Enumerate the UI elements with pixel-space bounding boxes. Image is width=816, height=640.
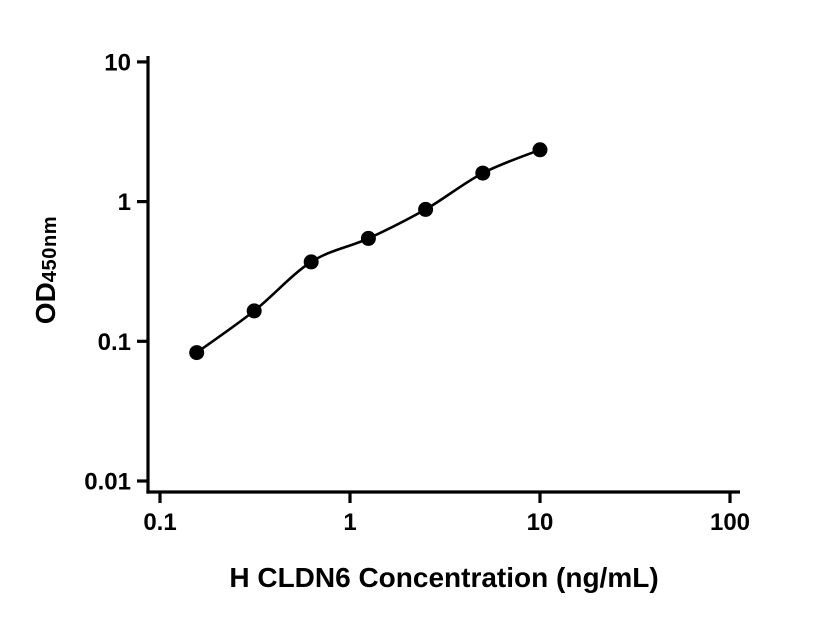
data-point (189, 345, 205, 361)
y-axis-title-subscript: 450nm (39, 215, 61, 283)
x-tick-label: 100 (710, 509, 750, 536)
x-tick-label: 0.1 (143, 509, 176, 536)
y-axis-title-main: OD (30, 282, 61, 325)
x-tick-label: 1 (343, 509, 356, 536)
y-tick-label: 0.1 (98, 329, 131, 356)
data-point (475, 165, 491, 181)
data-point (303, 254, 319, 270)
fit-curve (195, 148, 541, 354)
y-tick-label: 0.01 (84, 469, 131, 496)
x-tick-label: 10 (527, 509, 554, 536)
y-tick-label: 10 (104, 49, 131, 76)
data-point (532, 142, 548, 158)
y-tick-label: 1 (118, 189, 131, 216)
data-point (418, 201, 434, 217)
y-axis-title: OD450nm (30, 216, 62, 324)
data-point (246, 303, 262, 319)
data-point (360, 230, 376, 246)
x-axis-title: H CLDN6 Concentration (ng/mL) (229, 562, 659, 593)
